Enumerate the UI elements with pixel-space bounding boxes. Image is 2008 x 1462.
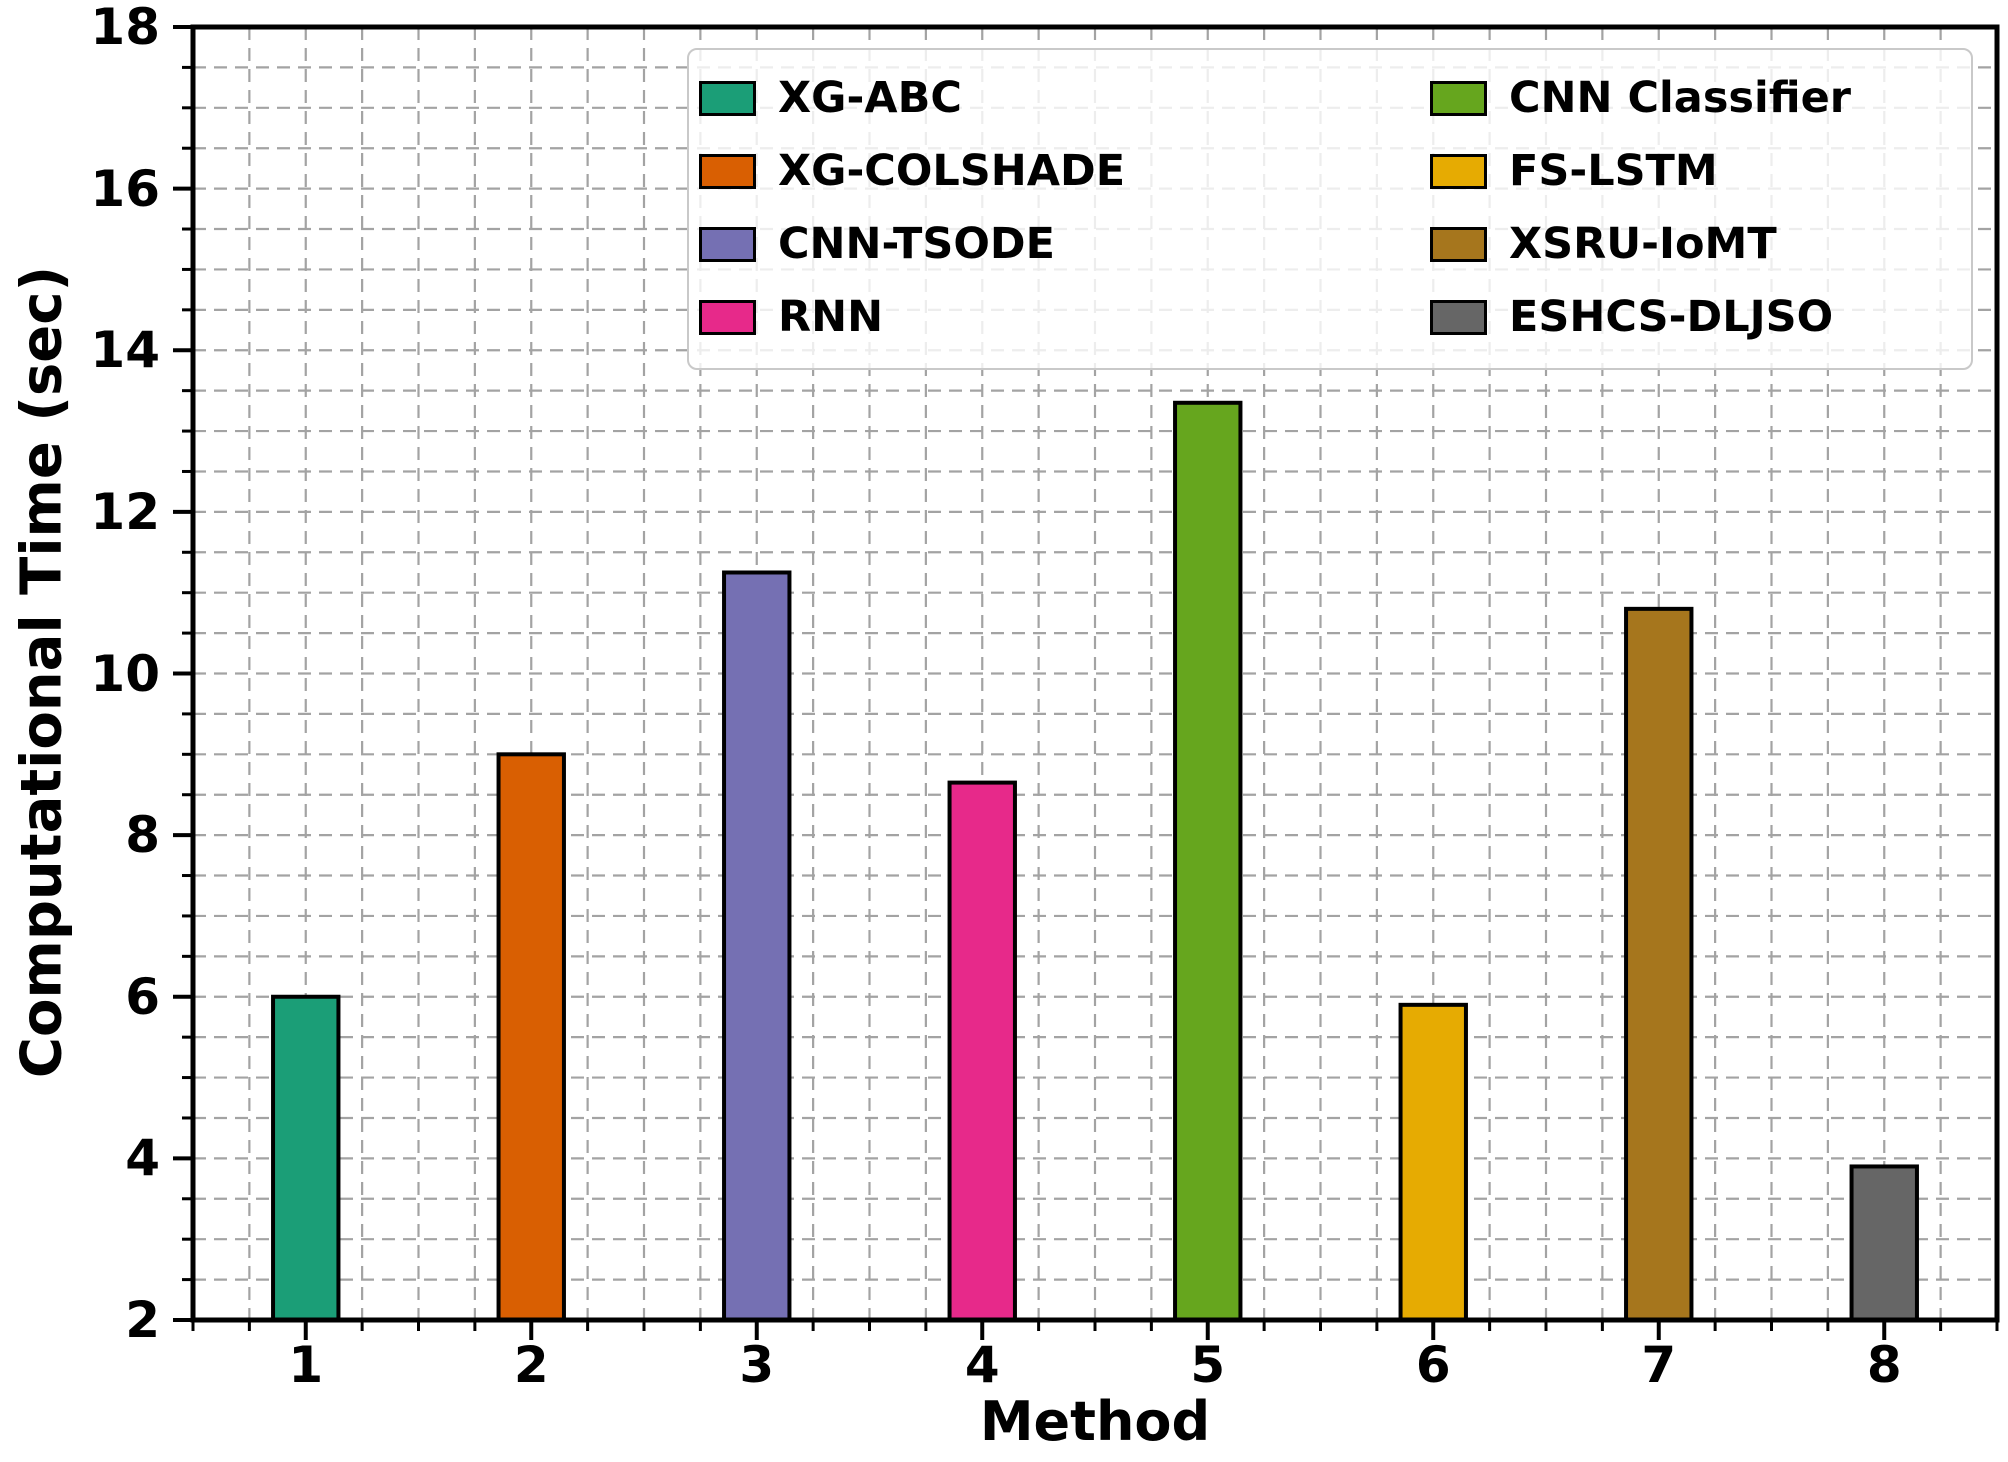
legend-swatch — [699, 227, 756, 262]
legend-label: XG-COLSHADE — [778, 146, 1126, 196]
legend-item-eshcs-dljso: ESHCS-DLJSO — [1430, 296, 1961, 339]
plot-border — [190, 24, 2000, 1323]
legend-swatch — [699, 81, 756, 116]
y-tick-label-18: 18 — [90, 0, 160, 56]
legend-label: XG-ABC — [778, 73, 962, 123]
y-tick-label-2: 2 — [125, 1291, 160, 1349]
legend-label: XSRU-IoMT — [1509, 219, 1777, 269]
y-tick-label-4: 4 — [125, 1129, 160, 1188]
legend-swatch — [699, 300, 756, 335]
bar-xsru-iomt — [1624, 606, 1694, 1322]
x-tick-label-3: 3 — [739, 1336, 775, 1394]
x-tick-label-1: 1 — [288, 1336, 324, 1394]
x-tick-label-8: 8 — [1866, 1336, 1902, 1394]
legend-label: RNN — [778, 292, 884, 342]
legend-label: CNN-TSODE — [778, 219, 1055, 269]
legend: XG-ABC XG-COLSHADE CNN-TSODE RNN CNN Classif… — [687, 48, 1973, 370]
bar-eshcs-dljso — [1849, 1164, 1919, 1323]
legend-item-rnn: RNN — [699, 296, 1430, 339]
x-tick-label-4: 4 — [964, 1336, 1000, 1394]
y-tick-label-16: 16 — [90, 159, 160, 218]
legend-swatch — [1430, 154, 1487, 189]
legend-item-xg-abc: XG-ABC — [699, 77, 1430, 120]
legend-item-xg-colshade: XG-COLSHADE — [699, 150, 1430, 193]
x-tick-label-7: 7 — [1641, 1336, 1677, 1394]
y-tick-label-14: 14 — [90, 321, 160, 380]
legend-swatch — [1430, 81, 1487, 116]
legend-swatch — [1430, 227, 1487, 262]
bar-xg-abc — [271, 994, 341, 1322]
legend-label: ESHCS-DLJSO — [1509, 292, 1834, 342]
legend-swatch — [1430, 300, 1487, 335]
bar-cnn-tsode — [722, 570, 792, 1322]
y-tick-label-8: 8 — [125, 806, 160, 865]
legend-item-cnn-tsode: CNN-TSODE — [699, 223, 1430, 266]
legend-label: CNN Classifier — [1509, 73, 1851, 123]
x-tick-label-6: 6 — [1415, 1336, 1451, 1394]
y-tick-label-12: 12 — [90, 482, 160, 541]
y-tick-label-10: 10 — [90, 644, 160, 703]
x-tick-label-5: 5 — [1190, 1336, 1226, 1394]
legend-item-cnn-classifier: CNN Classifier — [1430, 77, 1961, 120]
bar-rnn — [947, 780, 1017, 1322]
bar-xg-colshade — [496, 752, 566, 1322]
legend-swatch — [699, 154, 756, 189]
legend-item-xsru-iomt: XSRU-IoMT — [1430, 223, 1961, 266]
x-axis-title: Method — [979, 1390, 1211, 1453]
bar-cnn-classifier — [1173, 400, 1243, 1322]
y-tick-label-6: 6 — [125, 967, 160, 1026]
x-tick-label-2: 2 — [513, 1336, 549, 1394]
legend-item-fs-lstm: FS-LSTM — [1430, 150, 1961, 193]
legend-label: FS-LSTM — [1509, 146, 1718, 196]
bar-fs-lstm — [1398, 1002, 1468, 1322]
